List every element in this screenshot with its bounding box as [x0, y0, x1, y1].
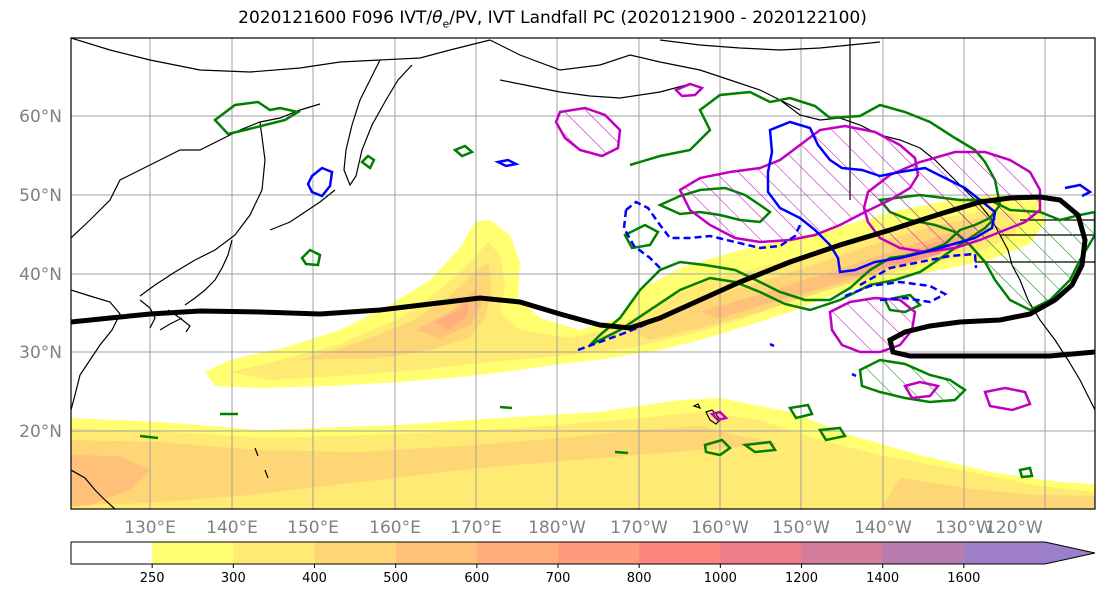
coastlines: [71, 38, 1095, 509]
map-graticule: [71, 38, 1095, 509]
lon-label-130e: 130°E: [124, 518, 176, 538]
colorbar-segment: [558, 542, 640, 564]
colorbar-extend-arrow: [1045, 542, 1095, 564]
lon-label-150w: 150°W: [772, 518, 830, 538]
colorbar-tick-label: 300: [221, 571, 246, 586]
colorbar-ticks: 250 300 400 500 600 700 800 1000 1200 1400 1600: [140, 564, 980, 586]
lon-label-150e: 150°E: [287, 518, 339, 538]
latitude-labels: 60°N 50°N 40°N 30°N 20°N: [19, 107, 62, 442]
colorbar-segment: [152, 542, 234, 564]
landfall-pc-contour: [71, 194, 1095, 359]
lat-label-60n: 60°N: [19, 107, 62, 127]
lon-label-140e: 140°E: [206, 518, 258, 538]
colorbar-tick-label: 800: [627, 571, 652, 586]
colorbar-tick-label: 400: [302, 571, 327, 586]
map-panel: [71, 38, 1095, 509]
colorbar-tick-label: 600: [464, 571, 489, 586]
lon-label-160w: 160°W: [691, 518, 749, 538]
colorbar-segment: [476, 542, 559, 564]
colorbar-segment: [882, 542, 965, 564]
map-title: 2020121600 F096 IVT/θe/PV, IVT Landfall …: [238, 8, 867, 31]
colorbar-tick-label: 250: [140, 571, 165, 586]
lat-label-50n: 50°N: [19, 186, 62, 206]
colorbar-segment: [395, 542, 478, 564]
lat-label-30n: 30°N: [19, 343, 62, 363]
lon-label-180w: 180°W: [528, 518, 586, 538]
colorbar-segment: [233, 542, 315, 564]
lat-label-20n: 20°N: [19, 422, 62, 442]
colorbar-tick-label: 1200: [785, 571, 818, 586]
lon-label-170w: 170°W: [610, 518, 668, 538]
colorbar-segment: [720, 542, 802, 564]
colorbar-segment: [963, 542, 1046, 564]
map-frame: [70, 37, 1096, 510]
ivt-shading-tropical-band: [71, 398, 1095, 509]
colorbar-frame: [70, 541, 1096, 565]
colorbar-tick-label: 1600: [947, 571, 980, 586]
longitude-labels: 130°E 140°E 150°E 160°E 170°E 180°W 170°…: [124, 518, 1043, 538]
colorbar-segments: [71, 542, 1046, 564]
colorbar-segment: [314, 542, 397, 564]
ivt-colorbar: 250 300 400 500 600 700 800 1000 1200 1400 1600: [70, 541, 1096, 586]
theta-e-contours-blue: [306, 120, 1093, 378]
colorbar-tick-label: 1000: [704, 571, 737, 586]
lon-label-130w: 130°W: [935, 518, 993, 538]
colorbar-segment: [801, 542, 884, 564]
pv-contours-magenta: [554, 82, 1042, 422]
colorbar-segment: [71, 542, 153, 564]
lon-label-170e: 170°E: [450, 518, 502, 538]
colorbar-tick-label: 1400: [866, 571, 899, 586]
lon-label-160e: 160°E: [369, 518, 421, 538]
lat-label-40n: 40°N: [19, 265, 62, 285]
colorbar-tick-label: 700: [546, 571, 571, 586]
lon-label-120w: 120°W: [985, 518, 1043, 538]
lon-label-140w: 140°W: [854, 518, 912, 538]
colorbar-segment: [639, 542, 721, 564]
colorbar-tick-label: 500: [383, 571, 408, 586]
